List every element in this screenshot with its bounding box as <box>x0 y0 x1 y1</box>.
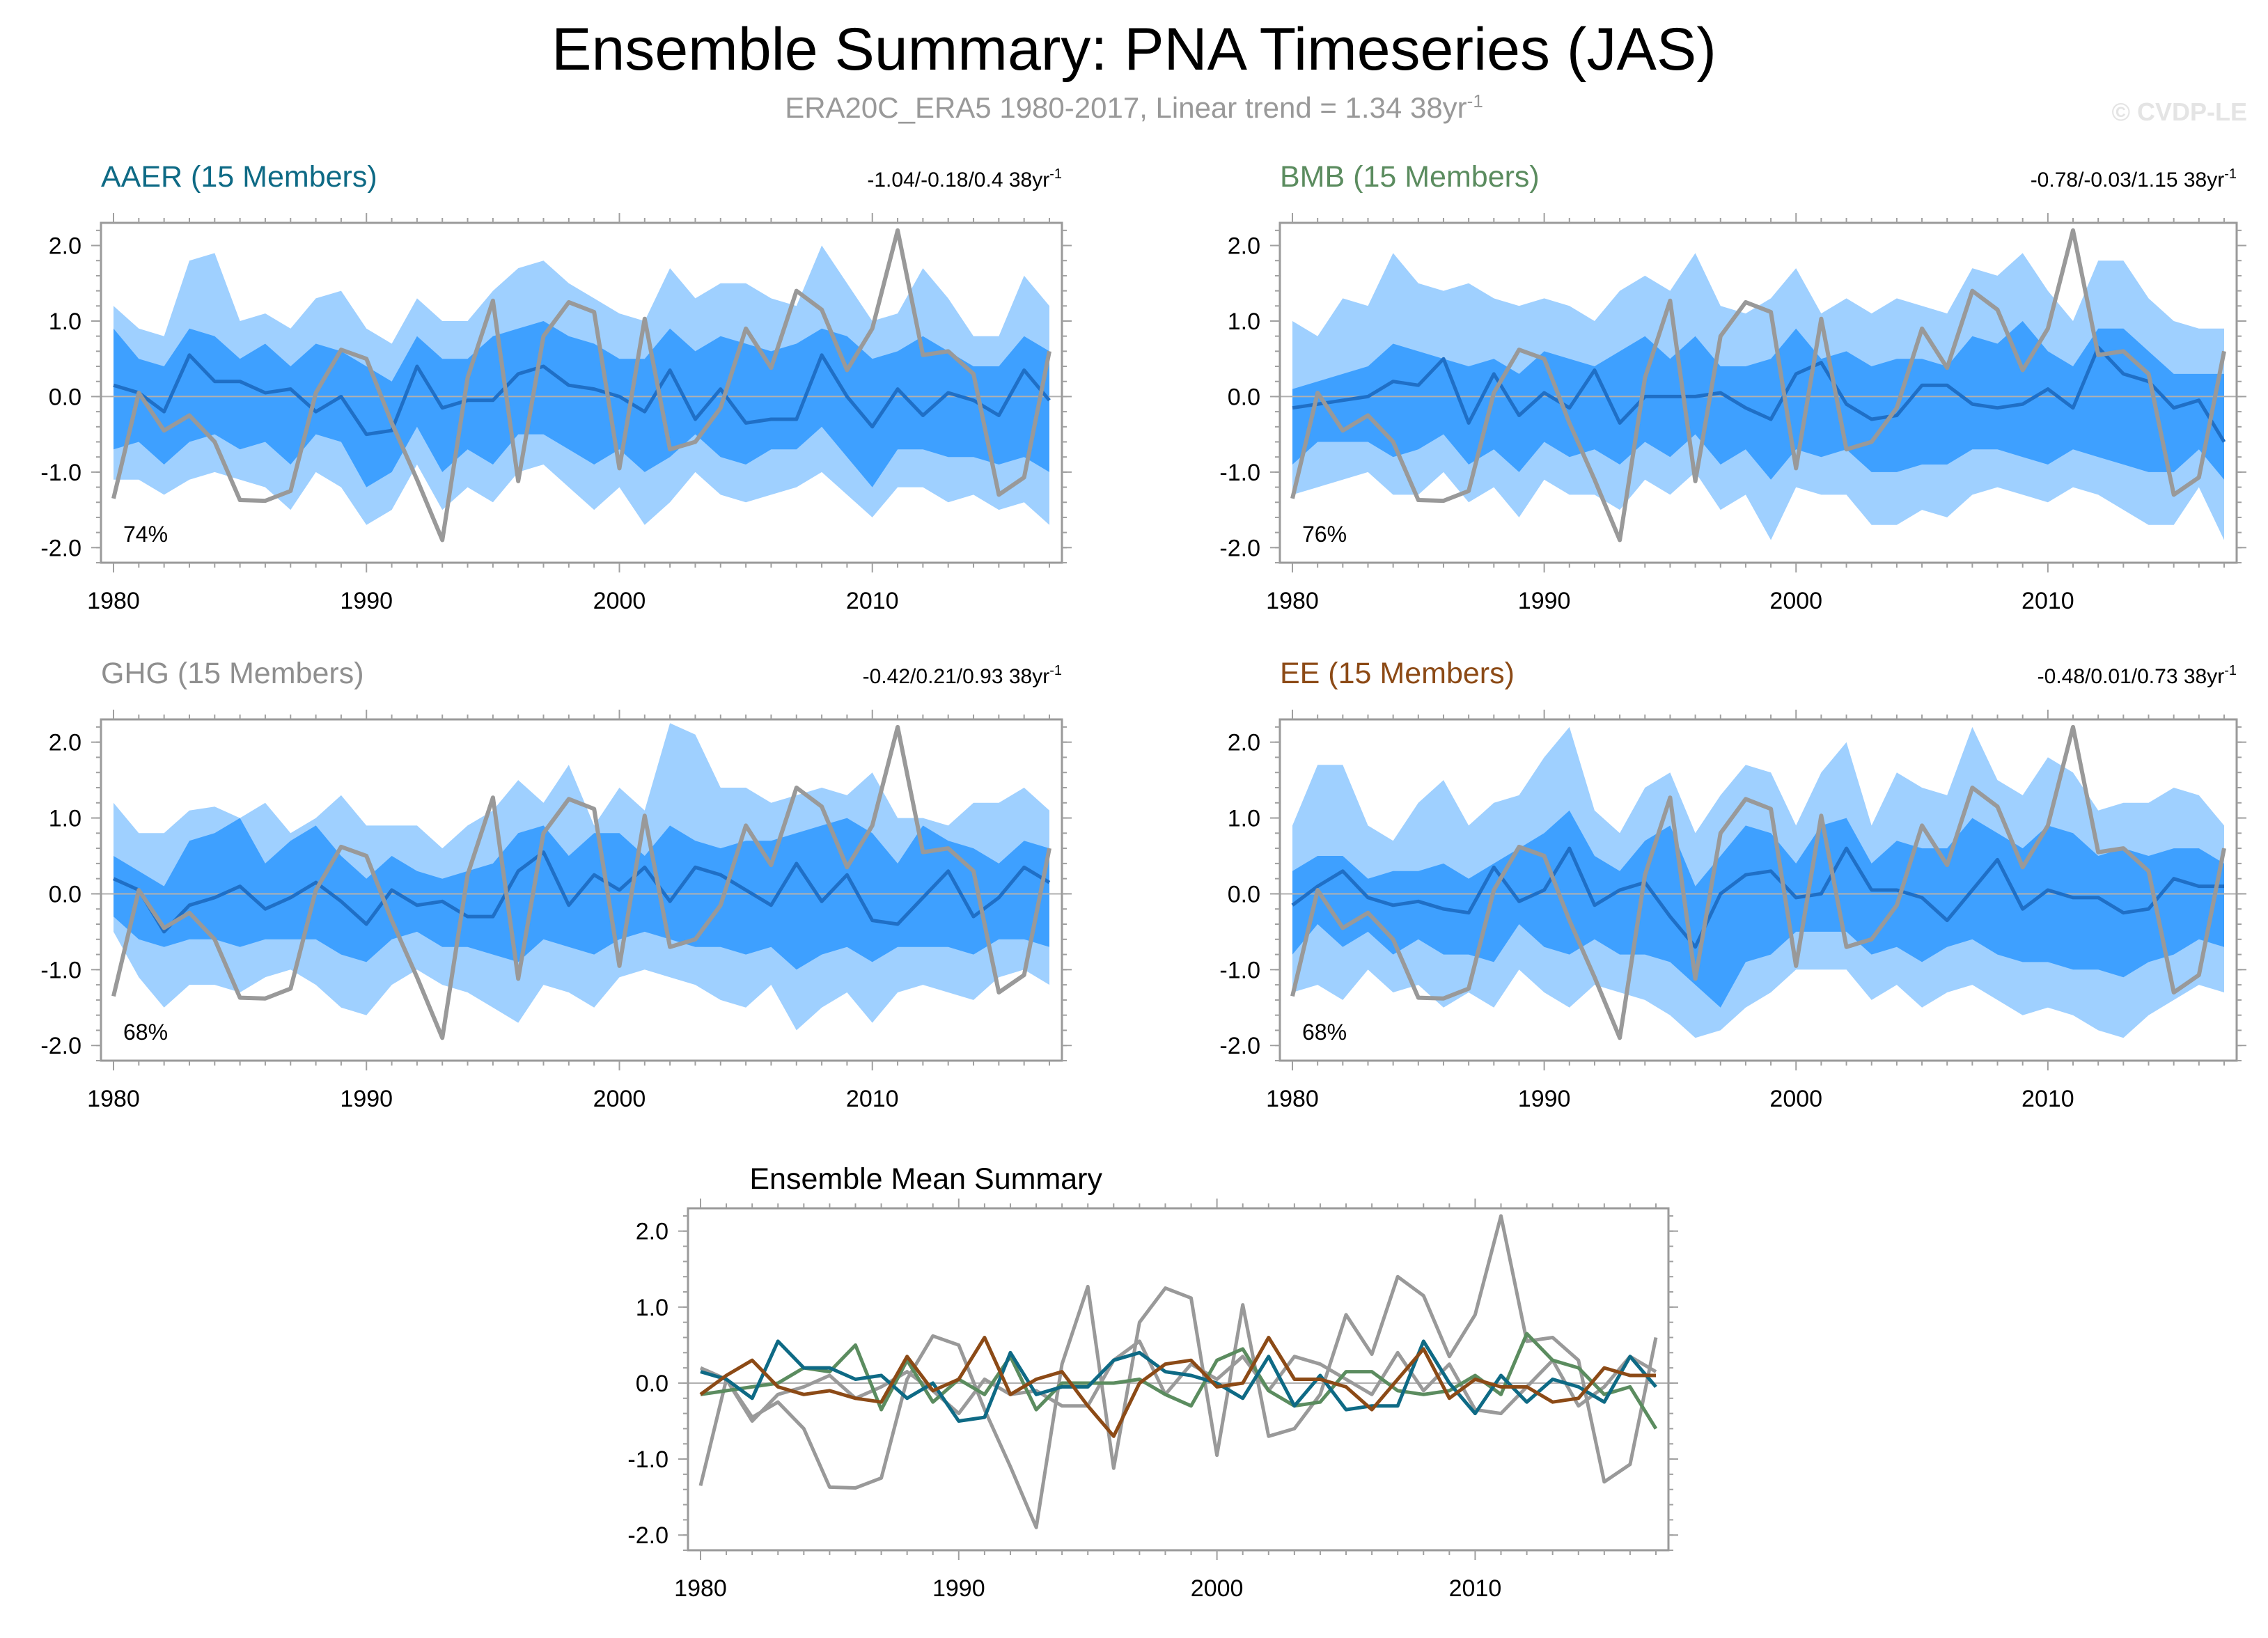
y-tick-label: 0.0 <box>49 384 81 410</box>
observed-line <box>111 724 1051 1040</box>
observed-line <box>1290 724 2226 1040</box>
x-tick-label: 2010 <box>1449 1575 1502 1602</box>
y-tick-label: 2.0 <box>1228 730 1260 756</box>
y-tick-label: 1.0 <box>1228 806 1260 832</box>
inner-spread-band <box>1292 321 2224 480</box>
cvdp-watermark: © CVDP-LE <box>2111 98 2247 126</box>
panel-title: Ensemble Mean Summary <box>749 1162 1102 1196</box>
observed-line <box>111 228 1051 543</box>
trend-superscript: -1 <box>1049 166 1062 182</box>
x-tick-label: 1980 <box>1266 1086 1319 1112</box>
ensemble-mean-line <box>1292 345 2226 443</box>
y-tick-label: -1.0 <box>40 460 81 486</box>
x-tick-label: 1990 <box>340 1086 393 1112</box>
inner-spread-band <box>114 321 1049 488</box>
axes-frame <box>100 718 1063 1062</box>
y-tick-label: 1.0 <box>49 806 81 832</box>
observed-line <box>1290 228 2226 543</box>
panel-ghg: 2.0 1.0 0.0 -1.0 -2.0 1980 1990 2000 2010 GHG (15… <box>40 657 1072 1112</box>
percent-label: 68% <box>123 1020 168 1045</box>
x-tick-label: 1980 <box>674 1575 727 1602</box>
panel-title: AAER (15 Members) <box>101 160 377 194</box>
y-tick-label: -1.0 <box>1219 460 1260 486</box>
y-tick-label: -1.0 <box>627 1446 668 1473</box>
percent-label: 76% <box>1302 522 1347 547</box>
trend-label: -1.04/-0.18/0.4 38yr-1 <box>867 166 1062 192</box>
series-line-aaer <box>700 1339 1657 1423</box>
y-tick-label: -2.0 <box>40 535 81 561</box>
x-tick-label: 1990 <box>1518 588 1571 614</box>
x-tick-label: 2000 <box>593 1086 646 1112</box>
y-tick-label: 1.0 <box>636 1295 668 1321</box>
y-tick-label: -1.0 <box>40 957 81 983</box>
x-tick-label: 1990 <box>932 1575 985 1602</box>
panel-aaer: 2.0 1.0 0.0 -1.0 -2.0 1980 1990 2000 2010 AAER (1… <box>40 160 1072 614</box>
trend-superscript: -1 <box>2224 166 2237 182</box>
x-tick-label: 1990 <box>1518 1086 1571 1112</box>
x-tick-label: 2000 <box>593 588 646 614</box>
trend-label: -0.78/-0.03/1.15 38yr-1 <box>2031 166 2237 192</box>
y-tick-label: -1.0 <box>1219 957 1260 983</box>
y-tick-label: 1.0 <box>49 309 81 335</box>
x-tick-label: 1990 <box>340 588 393 614</box>
trend-value: -1.04/-0.18/0.4 38yr <box>867 169 1049 192</box>
figure-title: Ensemble Summary: PNA Timeseries (JAS) <box>552 16 1716 83</box>
trend-value: -0.48/0.01/0.73 38yr <box>2038 665 2225 688</box>
x-tick-label: 2010 <box>2021 588 2074 614</box>
panel-ee: 2.0 1.0 0.0 -1.0 -2.0 1980 1990 2000 2010 EE (15 … <box>1219 657 2246 1112</box>
ensemble-mean-line <box>113 353 1051 437</box>
x-tick-label: 1980 <box>1266 588 1319 614</box>
y-tick-label: 2.0 <box>1228 233 1260 260</box>
panel-title: GHG (15 Members) <box>101 657 364 690</box>
y-tick-label: 2.0 <box>49 730 81 756</box>
y-tick-label: 1.0 <box>1228 309 1260 335</box>
y-tick-label: 0.0 <box>1228 384 1260 410</box>
trend-value: -0.42/0.21/0.93 38yr <box>863 665 1050 688</box>
x-tick-label: 1980 <box>87 1086 140 1112</box>
ensemble-mean-line <box>112 850 1051 934</box>
trend-superscript: -1 <box>2224 663 2237 678</box>
subtitle-text: ERA20C_ERA5 1980-2017, Linear trend = 1.… <box>785 91 1467 124</box>
axes-frame <box>100 221 1063 564</box>
series-line-ghg <box>699 1339 1657 1423</box>
x-tick-label: 2000 <box>1769 588 1822 614</box>
panel-bmb: 2.0 1.0 0.0 -1.0 -2.0 1980 1990 2000 2010 BMB (15… <box>1219 160 2246 614</box>
ensemble-mean-line <box>1291 846 2224 949</box>
axes-frame <box>1278 221 2238 564</box>
subtitle-superscript: -1 <box>1467 91 1483 111</box>
axes-frame <box>687 1207 1670 1552</box>
series-line-ee <box>699 1336 1656 1438</box>
trend-label: -0.42/0.21/0.93 38yr-1 <box>863 663 1062 688</box>
y-tick-label: -2.0 <box>627 1522 668 1549</box>
trend-value: -0.78/-0.03/1.15 38yr <box>2031 169 2225 192</box>
y-tick-label: 0.0 <box>1228 881 1260 907</box>
panel-title: EE (15 Members) <box>1280 657 1515 690</box>
trend-superscript: -1 <box>1049 663 1062 678</box>
percent-label: 68% <box>1302 1020 1347 1045</box>
inner-spread-band <box>1292 810 2224 1008</box>
x-tick-label: 2010 <box>2021 1086 2074 1112</box>
series-line-bmb <box>700 1332 1658 1430</box>
y-tick-label: 0.0 <box>49 881 81 907</box>
y-tick-label: -2.0 <box>40 1033 81 1059</box>
x-tick-label: 2000 <box>1769 1086 1822 1112</box>
y-tick-label: 0.0 <box>636 1371 668 1397</box>
figure-subtitle: ERA20C_ERA5 1980-2017, Linear trend = 1.… <box>0 91 2268 125</box>
series-line-observed <box>698 1214 1658 1529</box>
x-tick-label: 1980 <box>87 588 140 614</box>
panel-title: BMB (15 Members) <box>1280 160 1540 194</box>
percent-label: 74% <box>123 522 168 547</box>
y-tick-label: -2.0 <box>1219 1033 1260 1059</box>
trend-label: -0.48/0.01/0.73 38yr-1 <box>2038 663 2237 688</box>
y-tick-label: -2.0 <box>1219 535 1260 561</box>
x-tick-label: 2000 <box>1191 1575 1244 1602</box>
axes-frame <box>1278 718 2238 1062</box>
x-tick-label: 2010 <box>846 588 899 614</box>
x-tick-label: 2010 <box>846 1086 899 1112</box>
y-tick-label: 2.0 <box>49 233 81 260</box>
y-tick-label: 2.0 <box>636 1219 668 1245</box>
